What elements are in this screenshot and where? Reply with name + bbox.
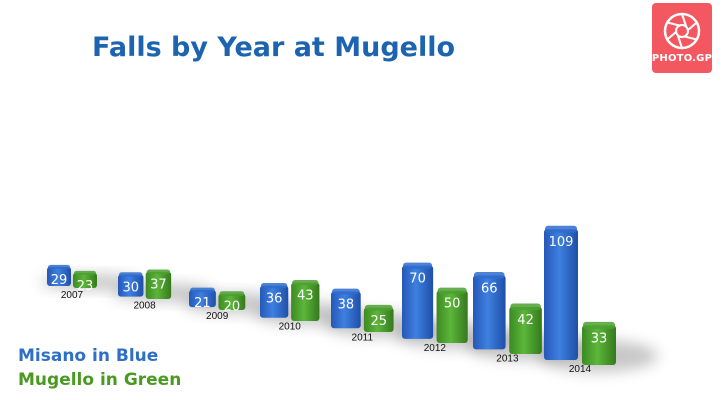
bar-top: [332, 288, 360, 295]
bar: [218, 293, 246, 310]
x-tick-label: 2011: [352, 332, 374, 343]
bar-value-label: 42: [517, 313, 534, 328]
bar: [260, 285, 289, 318]
bar-value-label: 21: [194, 296, 211, 311]
bar: [436, 290, 468, 343]
bar-top: [146, 269, 171, 274]
bar: [509, 306, 542, 354]
x-tick-label: 2008: [133, 301, 156, 312]
bar-value-label: 50: [444, 297, 461, 312]
legend-item-blue: Misano in Blue: [18, 346, 158, 366]
bar: [189, 290, 216, 308]
bar-top: [474, 272, 505, 279]
bar-top: [364, 304, 393, 311]
bar-value-label: 43: [297, 289, 314, 304]
bar-value-label: 70: [409, 272, 426, 287]
x-tick-label: 2007: [61, 290, 84, 301]
bar-top: [74, 270, 96, 275]
logo-text: PHOTO.GP: [651, 53, 713, 64]
bar-value-label: 37: [150, 278, 167, 293]
bar-value-label: 109: [549, 235, 574, 250]
bar-top: [403, 262, 433, 269]
bar: [47, 266, 71, 286]
x-tick-label: 2010: [279, 322, 302, 333]
bar: [363, 307, 394, 332]
bar-top: [545, 225, 577, 233]
bar-value-label: 38: [338, 297, 355, 312]
x-tick-label: 2009: [206, 311, 229, 322]
legend-item-green: Mugello in Green: [18, 370, 181, 390]
bar-top: [437, 287, 467, 294]
bar-top: [190, 287, 215, 293]
bar: [73, 272, 97, 288]
bar-value-label: 36: [266, 292, 283, 307]
bar-value-label: 30: [122, 280, 139, 295]
bar: [331, 291, 361, 329]
bar-top: [510, 303, 541, 311]
bar-value-label: 23: [77, 279, 94, 294]
bar: [473, 275, 506, 350]
bar-value-label: 25: [370, 314, 387, 329]
bar-value-label: 20: [224, 300, 241, 315]
bar: [582, 325, 616, 365]
bar-value-label: 66: [481, 281, 498, 296]
bar-top: [583, 321, 615, 329]
bar-value-label: 29: [51, 273, 68, 288]
x-tick-label: 2012: [424, 343, 447, 354]
bar-top: [261, 282, 288, 289]
bar-top: [119, 272, 143, 277]
bar: [402, 265, 434, 339]
bar-top: [219, 291, 245, 297]
bar: [145, 271, 172, 299]
bar: [291, 282, 320, 321]
bar: [544, 229, 578, 360]
bar-top: [48, 264, 70, 269]
chart-title: Falls by Year at Mugello: [92, 32, 455, 63]
bar-value-label: 33: [591, 331, 608, 346]
x-tick-label: 2014: [569, 364, 592, 375]
bar: [118, 274, 144, 297]
x-tick-label: 2013: [496, 353, 519, 364]
logo: PHOTO.GP: [652, 3, 712, 73]
bar-top: [292, 280, 319, 286]
camera-aperture-icon: [663, 12, 701, 50]
